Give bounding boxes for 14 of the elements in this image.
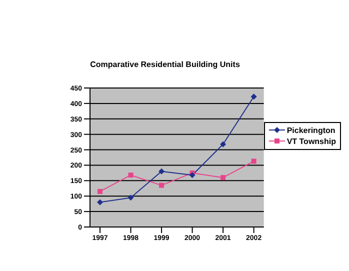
point	[128, 194, 134, 201]
legend-label: VT Township	[286, 136, 336, 146]
point	[250, 94, 257, 100]
point	[97, 199, 103, 206]
point	[159, 182, 164, 188]
point	[158, 168, 165, 174]
point	[98, 188, 102, 194]
legend-label: Pickerington	[286, 124, 336, 136]
point	[189, 172, 196, 178]
point	[251, 158, 256, 164]
chart-title: Comparative Residential Building Units	[89, 60, 241, 69]
point	[220, 141, 226, 148]
point	[128, 172, 134, 178]
point	[220, 175, 226, 180]
